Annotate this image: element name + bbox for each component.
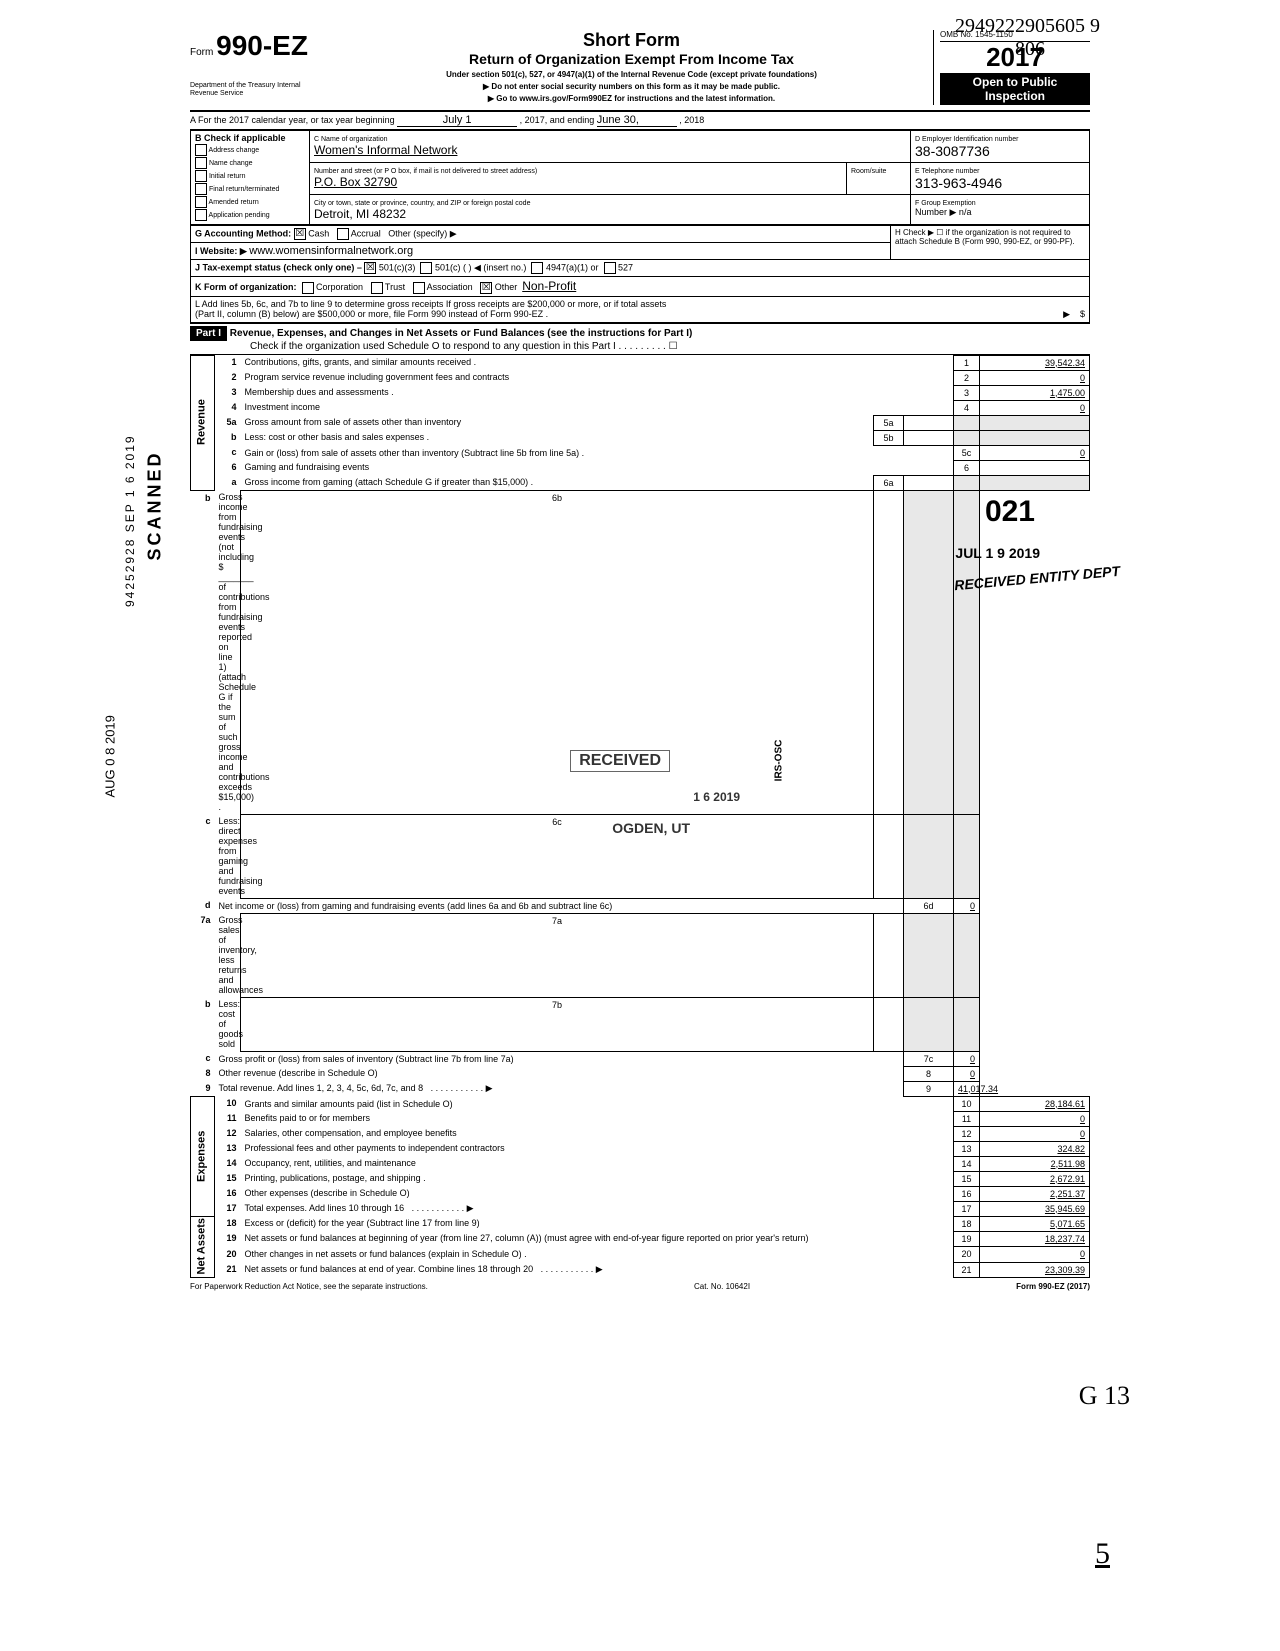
row-3: 3Membership dues and assessments .31,475… — [191, 385, 1090, 400]
row-a: aGross income from gaming (attach Schedu… — [191, 475, 1090, 490]
row-13: 13Professional fees and other payments t… — [191, 1141, 1090, 1156]
handwritten-top: 2949222905605 9 806 — [955, 15, 1100, 61]
check-application-pending[interactable]: Application pending — [195, 209, 305, 221]
row-c: cGain or (loss) from sale of assets othe… — [191, 445, 1090, 460]
row-8: 8Other revenue (describe in Schedule O)8… — [191, 1066, 1090, 1081]
row-6: 6Gaming and fundraising events6 — [191, 460, 1090, 475]
check-final-return-terminated[interactable]: Final return/terminated — [195, 183, 305, 195]
row-18: Net Assets18Excess or (deficit) for the … — [191, 1216, 1090, 1231]
row-9: 9Total revenue. Add lines 1, 2, 3, 4, 5c… — [191, 1081, 1090, 1096]
gik-block: G Accounting Method: ☒ Cash Accrual Othe… — [190, 225, 1090, 324]
row-16: 16Other expenses (describe in Schedule O… — [191, 1186, 1090, 1201]
row-14: 14Occupancy, rent, utilities, and mainte… — [191, 1156, 1090, 1171]
row-4: 4Investment income40 — [191, 400, 1090, 415]
form-page: 2949222905605 9 806 SCANNED 94252928 SEP… — [190, 30, 1090, 1291]
stamp-side-date: AUG 0 8 2019 — [103, 715, 118, 797]
check-address-change[interactable]: Address change — [195, 144, 305, 156]
row-15: 15Printing, publications, postage, and s… — [191, 1171, 1090, 1186]
handwritten-bottom2: 5 — [1095, 1537, 1110, 1571]
row-21: 21Net assets or fund balances at end of … — [191, 1262, 1090, 1277]
header-table: B Check if applicable Address change Nam… — [190, 130, 1090, 225]
row-5a: 5aGross amount from sale of assets other… — [191, 415, 1090, 430]
row-19: 19Net assets or fund balances at beginni… — [191, 1231, 1090, 1246]
stamp-jul: JUL 1 9 2019 — [955, 545, 1040, 561]
stamp-021: 021 — [985, 495, 1035, 529]
row-12: 12Salaries, other compensation, and empl… — [191, 1126, 1090, 1141]
row-1: Revenue1Contributions, gifts, grants, an… — [191, 355, 1090, 370]
stamp-scanned: SCANNED — [145, 450, 166, 560]
row-b: bLess: cost of goods sold7b — [191, 997, 1090, 1051]
row-10: Expenses10Grants and similar amounts pai… — [191, 1096, 1090, 1111]
row-d: dNet income or (loss) from gaming and fu… — [191, 898, 1090, 913]
row-c: cGross profit or (loss) from sales of in… — [191, 1051, 1090, 1066]
stamp-received: RECEIVED — [570, 750, 670, 772]
row-17: 17Total expenses. Add lines 10 through 1… — [191, 1201, 1090, 1216]
check-amended-return[interactable]: Amended return — [195, 196, 305, 208]
row-11: 11Benefits paid to or for members110 — [191, 1111, 1090, 1126]
row-b: bLess: cost or other basis and sales exp… — [191, 430, 1090, 445]
row-7a: 7aGross sales of inventory, less returns… — [191, 913, 1090, 997]
stamp-irs-osc: IRS-OSC — [774, 740, 785, 782]
row-2: 2Program service revenue including gover… — [191, 370, 1090, 385]
stamp-ogden: OGDEN, UT — [612, 820, 690, 836]
stamp-date2: 1 6 2019 — [693, 790, 740, 804]
part1-header: Part I Revenue, Expenses, and Changes in… — [190, 324, 1090, 355]
check-initial-return[interactable]: Initial return — [195, 170, 305, 182]
line-a: A For the 2017 calendar year, or tax yea… — [190, 112, 1090, 130]
row-20: 20Other changes in net assets or fund ba… — [191, 1247, 1090, 1262]
check-name-change[interactable]: Name change — [195, 157, 305, 169]
stamp-side-nums: 94252928 SEP 1 6 2019 — [123, 434, 137, 607]
footer: For Paperwork Reduction Act Notice, see … — [190, 1282, 1090, 1291]
part1-table: Revenue1Contributions, gifts, grants, an… — [190, 355, 1090, 1278]
handwritten-bottom: G 13 — [1079, 1381, 1130, 1411]
